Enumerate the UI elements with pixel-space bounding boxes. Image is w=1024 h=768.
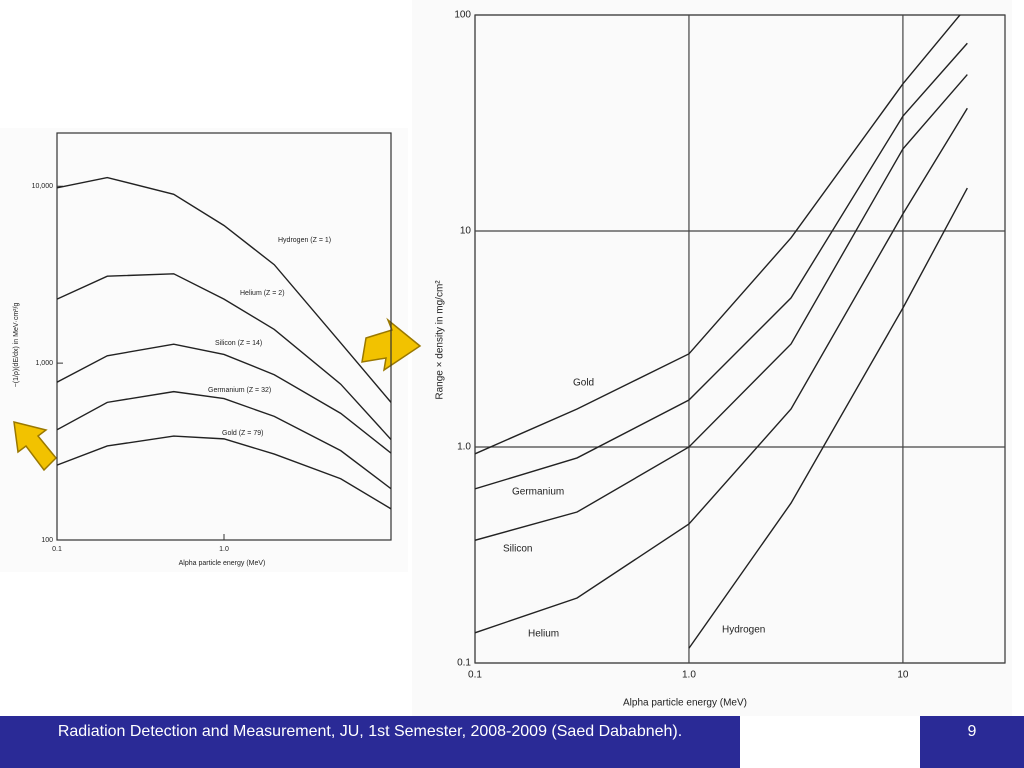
y-tick-label: 1.0 bbox=[457, 442, 471, 453]
y-axis-label: Range × density in mg/cm² bbox=[435, 280, 446, 400]
page-number: 9 bbox=[920, 716, 1024, 768]
series-label: Silicon (Z = 14) bbox=[215, 340, 262, 347]
series-line bbox=[57, 176, 391, 403]
series-label: Gold (Z = 79) bbox=[222, 430, 263, 437]
series-line bbox=[57, 390, 391, 490]
series-label: Hydrogen (Z = 1) bbox=[278, 237, 331, 244]
x-axis-label: Alpha particle energy (MeV) bbox=[623, 698, 747, 709]
series-label: Gold bbox=[573, 378, 594, 389]
series-label: Helium (Z = 2) bbox=[240, 290, 285, 297]
charts: 0.1 1.0 100 1,000 10,000 Alpha particle energ… bbox=[12, 0, 1012, 716]
y-tick-label: 10,000 bbox=[32, 183, 54, 190]
y-tick-label: 10 bbox=[460, 226, 472, 237]
chart-2-background bbox=[412, 0, 1012, 716]
y-tick-label: 0.1 bbox=[457, 658, 471, 669]
series-line bbox=[475, 15, 961, 455]
series-label: Silicon bbox=[503, 544, 532, 555]
series-line bbox=[475, 42, 968, 490]
y-axis-label: −(1/ρ)(dE/dx) in MeV·cm²/g bbox=[13, 303, 20, 388]
series-label: Germanium (Z = 32) bbox=[208, 387, 271, 394]
footer-text: Radiation Detection and Measurement, JU,… bbox=[0, 716, 740, 768]
series-line bbox=[57, 343, 391, 454]
series-label: Helium bbox=[528, 629, 559, 640]
x-tick-label: 0.1 bbox=[468, 670, 482, 681]
series-label: Hydrogen bbox=[722, 625, 765, 636]
y-tick-label: 1,000 bbox=[35, 360, 53, 367]
arrow-up-left bbox=[13, 421, 58, 472]
x-tick-label: 10 bbox=[897, 670, 909, 681]
series-line bbox=[688, 187, 968, 649]
series-line bbox=[475, 107, 968, 634]
x-tick-label: 0.1 bbox=[52, 546, 62, 553]
y-tick-label: 100 bbox=[454, 10, 471, 21]
series-line bbox=[57, 435, 391, 510]
series-line bbox=[475, 74, 968, 541]
y-tick-label: 100 bbox=[41, 537, 53, 544]
x-tick-label: 1.0 bbox=[682, 670, 696, 681]
series-label: Germanium bbox=[512, 487, 564, 498]
x-axis-label: Alpha particle energy (MeV) bbox=[179, 560, 266, 567]
series-line bbox=[57, 273, 391, 440]
x-tick-label: 1.0 bbox=[219, 546, 229, 553]
